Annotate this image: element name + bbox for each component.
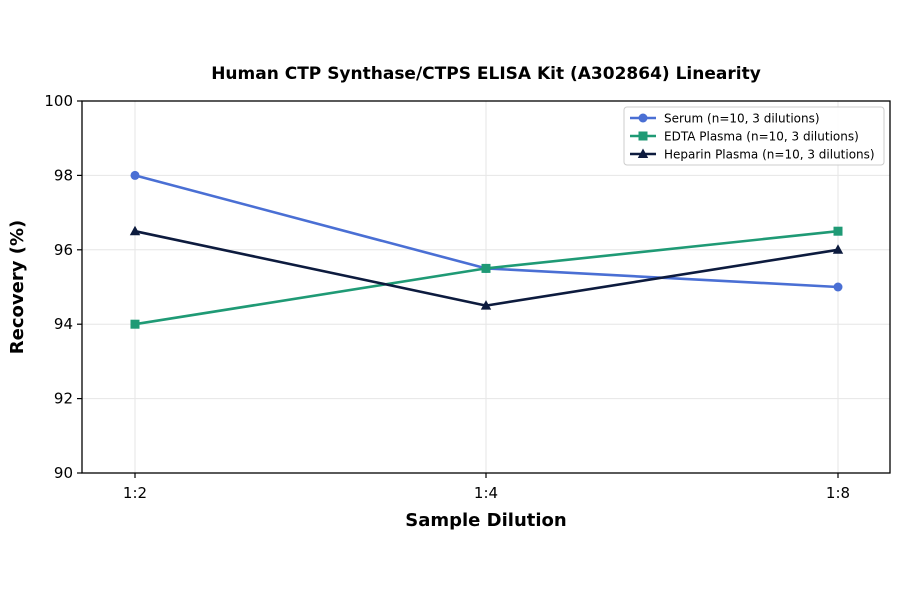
x-tick-label: 1:8 <box>826 484 850 502</box>
legend-label: Serum (n=10, 3 dilutions) <box>664 112 820 126</box>
legend-marker <box>637 148 649 158</box>
data-point <box>481 263 491 273</box>
x-axis-label: Sample Dilution <box>405 510 566 531</box>
legend-box <box>623 106 885 166</box>
y-tick-label: 94 <box>54 315 73 333</box>
series-2 <box>130 226 843 329</box>
y-axis-label: Recovery (%) <box>7 220 28 354</box>
chart-title: Human CTP Synthase/CTPS ELISA Kit (A3028… <box>211 64 761 84</box>
legend-label: EDTA Plasma (n=10, 3 dilutions) <box>664 130 859 144</box>
y-tick-label: 100 <box>44 92 73 110</box>
data-point <box>833 226 843 236</box>
ticks: 90 92 94 96 98 100 1:2 1:4 1:8 <box>44 92 850 502</box>
legend-marker <box>638 113 648 123</box>
data-point <box>480 300 492 310</box>
data-point <box>129 225 141 236</box>
legend-item: Heparin Plasma (n=10, 3 dilutions) <box>630 148 875 162</box>
legend: Serum (n=10, 3 dilutions) EDTA Plasma (n=… <box>623 106 885 166</box>
y-tick-label: 98 <box>54 166 73 184</box>
data-point <box>833 282 843 292</box>
legend-item: EDTA Plasma (n=10, 3 dilutions) <box>630 130 859 144</box>
y-tick-label: 96 <box>54 241 73 259</box>
legend-item: Serum (n=10, 3 dilutions) <box>630 112 820 126</box>
legend-label: Heparin Plasma (n=10, 3 dilutions) <box>664 148 875 162</box>
data-point <box>130 319 140 329</box>
y-tick-label: 92 <box>54 390 73 408</box>
x-tick-label: 1:2 <box>123 484 147 502</box>
y-tick-label: 90 <box>54 464 73 482</box>
series-3 <box>129 225 844 310</box>
x-tick-label: 1:4 <box>474 484 498 502</box>
data-point <box>832 244 844 254</box>
series-layer <box>129 170 844 329</box>
legend-marker <box>638 131 648 141</box>
data-point <box>130 170 140 180</box>
